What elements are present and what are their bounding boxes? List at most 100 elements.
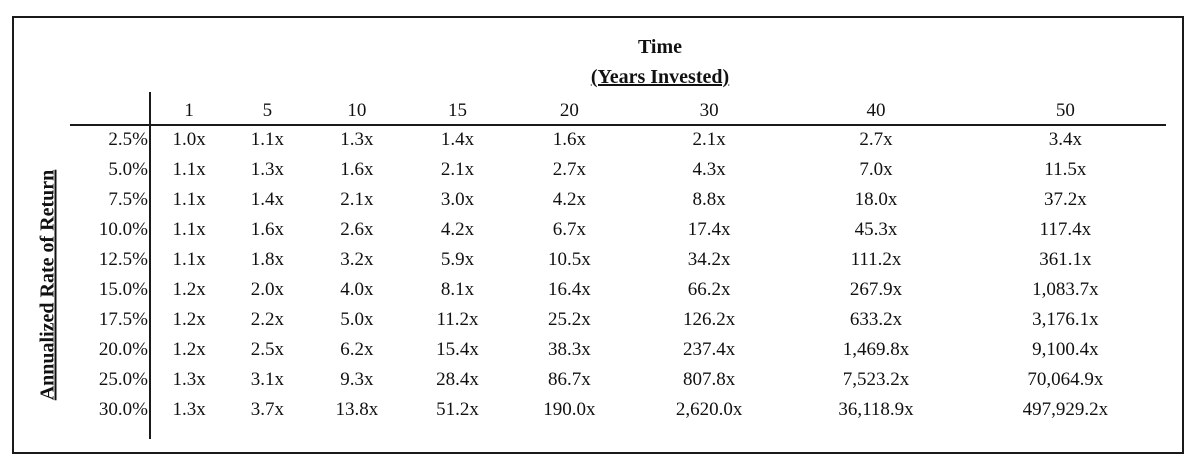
column-header: 20 — [559, 100, 579, 121]
multiple-cell: 1.8x — [250, 249, 285, 270]
rate-label: 10.0% — [98, 219, 148, 240]
multiple-cell: 4.2x — [552, 189, 586, 210]
rate-label: 5.0% — [108, 159, 148, 180]
multiple-cell: 25.2x — [547, 309, 591, 330]
multiple-cell: 17.4x — [687, 219, 731, 240]
multiple-cell: 1.1x — [172, 219, 206, 240]
multiple-cell: 2.2x — [250, 309, 285, 330]
multiple-cell: 36,118.9x — [838, 399, 914, 420]
multiple-cell: 3.7x — [250, 399, 285, 420]
multiple-cell: 5.9x — [440, 249, 475, 270]
multiple-cell: 11.2x — [436, 309, 479, 330]
header-row: 1 5 10 15 20 30 40 50 — [70, 97, 1166, 125]
multiple-cell: 2.1x — [340, 189, 374, 210]
multiple-cell: 1.3x — [250, 159, 285, 180]
multiple-cell: 1.1x — [250, 129, 285, 150]
vertical-divider — [149, 92, 151, 439]
multiple-cell: 2.1x — [440, 159, 475, 180]
multiple-cell: 16.4x — [547, 279, 591, 300]
multiple-cell: 28.4x — [436, 369, 479, 390]
column-header: 30 — [699, 100, 719, 121]
multiple-cell: 1.2x — [172, 339, 206, 360]
multiple-cell: 2.7x — [552, 159, 586, 180]
multiple-cell: 1.4x — [250, 189, 285, 210]
multiple-cell: 3.0x — [440, 189, 475, 210]
multiple-cell: 497,929.2x — [1022, 399, 1109, 420]
multiple-cell: 2.0x — [250, 279, 285, 300]
multiple-cell: 1.3x — [172, 399, 206, 420]
multiple-cell: 66.2x — [687, 279, 731, 300]
multiple-cell: 4.2x — [440, 219, 475, 240]
multiple-cell: 11.5x — [1044, 159, 1087, 180]
multiple-cell: 1.1x — [172, 159, 206, 180]
multiple-cell: 267.9x — [849, 279, 903, 300]
multiple-cell: 2.7x — [859, 129, 893, 150]
column-header: 5 — [262, 100, 273, 121]
rate-label: 25.0% — [98, 369, 148, 390]
multiple-cell: 1,469.8x — [842, 339, 910, 360]
multiple-cell: 3.1x — [250, 369, 285, 390]
multiple-cell: 7.0x — [859, 159, 893, 180]
multiple-cell: 1.0x — [172, 129, 206, 150]
multiple-cell: 5.0x — [340, 309, 374, 330]
table-row: 17.5% 1.2x 2.2x 5.0x 11.2x 25.2x 126.2x 633.2x 3… — [70, 305, 1166, 335]
table-row: 2.5% 1.0x 1.1x 1.3x 1.4x 1.6x 2.1x 2.7x 3.4x — [70, 125, 1166, 155]
table-row: 10.0% 1.1x 1.6x 2.6x 4.2x 6.7x 17.4x 45.3x 117.4… — [70, 215, 1166, 245]
table-frame — [12, 16, 1184, 454]
multiple-cell: 361.1x — [1039, 249, 1092, 270]
rate-label: 7.5% — [108, 189, 148, 210]
multiple-cell: 111.2x — [850, 249, 902, 270]
multiple-cell: 38.3x — [547, 339, 591, 360]
table-row: 20.0% 1.2x 2.5x 6.2x 15.4x 38.3x 237.4x 1,469.8… — [70, 335, 1166, 365]
table-row: 12.5% 1.1x 1.8x 3.2x 5.9x 10.5x 34.2x 111.2x 361… — [70, 245, 1166, 275]
multiple-cell: 34.2x — [687, 249, 731, 270]
table-row: 7.5% 1.1x 1.4x 2.1x 3.0x 4.2x 8.8x 18.0x 37.2x — [70, 185, 1166, 215]
table-row: 5.0% 1.1x 1.3x 1.6x 2.1x 2.7x 4.3x 7.0x 11.5x — [70, 155, 1166, 185]
multiple-cell: 9.3x — [340, 369, 374, 390]
multiple-cell: 15.4x — [436, 339, 479, 360]
multiple-cell: 13.8x — [335, 399, 379, 420]
multiple-cell: 126.2x — [682, 309, 736, 330]
multiple-cell: 37.2x — [1043, 189, 1087, 210]
multiple-cell: 1.1x — [172, 249, 206, 270]
returns-table: 1 5 10 15 20 30 40 50 2.5% 1.0x 1.1x 1.3x 1.4x 1.6x 2… — [70, 97, 1166, 425]
multiple-cell: 6.7x — [552, 219, 586, 240]
title-years-invested: (Years Invested) — [590, 66, 730, 88]
multiple-cell: 1.3x — [172, 369, 206, 390]
multiple-cell: 1.3x — [340, 129, 374, 150]
rate-label: 15.0% — [98, 279, 148, 300]
column-header: 1 — [184, 100, 194, 121]
multiple-cell: 8.1x — [440, 279, 475, 300]
multiple-cell: 117.4x — [1039, 219, 1092, 240]
rate-label: 20.0% — [98, 339, 148, 360]
multiple-cell: 7,523.2x — [842, 369, 910, 390]
multiple-cell: 1.2x — [172, 279, 206, 300]
multiple-cell: 3,176.1x — [1032, 309, 1099, 330]
multiple-cell: 86.7x — [547, 369, 591, 390]
title-time: Time — [637, 36, 683, 58]
multiple-cell: 1.6x — [250, 219, 285, 240]
multiple-cell: 6.2x — [340, 339, 374, 360]
rate-label: 30.0% — [98, 399, 148, 420]
corner-cell — [70, 97, 150, 125]
multiple-cell: 8.8x — [692, 189, 726, 210]
multiple-cell: 190.0x — [543, 399, 596, 420]
multiple-cell: 1,083.7x — [1032, 279, 1099, 300]
multiple-cell: 1.6x — [552, 129, 586, 150]
column-header: 15 — [447, 100, 467, 121]
multiple-cell: 4.3x — [692, 159, 726, 180]
multiple-cell: 237.4x — [682, 339, 736, 360]
multiple-cell: 633.2x — [849, 309, 903, 330]
multiple-cell: 807.8x — [682, 369, 736, 390]
column-header: 50 — [1055, 100, 1075, 121]
table-row: 30.0% 1.3x 3.7x 13.8x 51.2x 190.0x 2,620.0x 36,… — [70, 395, 1166, 425]
multiple-cell: 18.0x — [854, 189, 898, 210]
table-row: 25.0% 1.3x 3.1x 9.3x 28.4x 86.7x 807.8x 7,523.2… — [70, 365, 1166, 395]
multiple-cell: 10.5x — [547, 249, 591, 270]
horizontal-divider — [70, 124, 1166, 126]
multiple-cell: 1.6x — [340, 159, 374, 180]
multiple-cell: 2.5x — [250, 339, 285, 360]
multiple-cell: 1.2x — [172, 309, 206, 330]
table-row: 15.0% 1.2x 2.0x 4.0x 8.1x 16.4x 66.2x 267.9x 1,0… — [70, 275, 1166, 305]
multiple-cell: 2.1x — [692, 129, 726, 150]
